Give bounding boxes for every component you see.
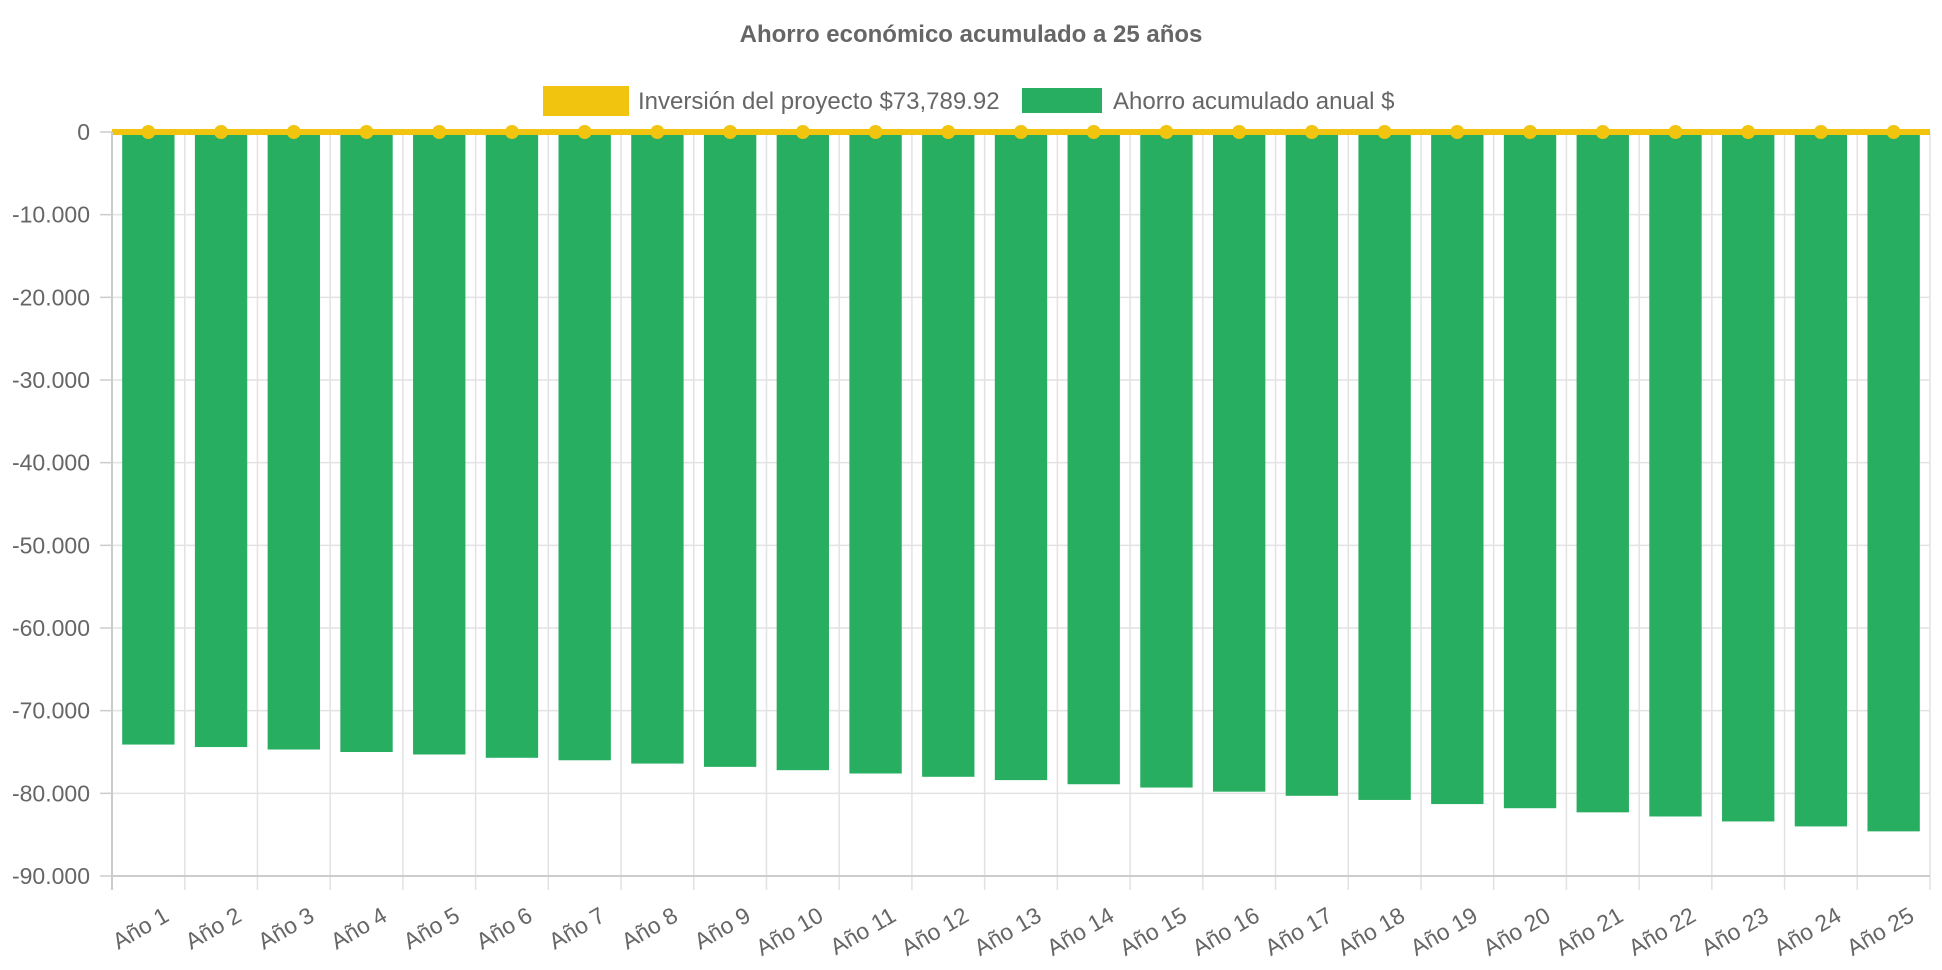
y-tick-label: -20.000 bbox=[12, 284, 90, 310]
y-tick-label: -60.000 bbox=[12, 615, 90, 641]
line-layer bbox=[112, 125, 1930, 139]
investment-point-23[interactable] bbox=[1741, 125, 1756, 139]
legend-item-savings[interactable]: Ahorro acumulado anual $ bbox=[1022, 88, 1395, 115]
x-tick-label: Año 8 bbox=[617, 902, 682, 955]
investment-point-4[interactable] bbox=[359, 125, 374, 139]
x-tick-label: Año 19 bbox=[1406, 902, 1482, 961]
x-tick-label: Año 11 bbox=[825, 902, 900, 960]
bar-12[interactable] bbox=[922, 132, 975, 777]
y-tick-label: -70.000 bbox=[12, 698, 90, 724]
x-tick-label: Año 13 bbox=[969, 902, 1045, 961]
x-tick-label: Año 24 bbox=[1769, 902, 1845, 961]
investment-point-5[interactable] bbox=[432, 125, 447, 139]
bar-16[interactable] bbox=[1212, 132, 1266, 792]
investment-point-7[interactable] bbox=[577, 125, 592, 139]
bar-17[interactable] bbox=[1285, 132, 1339, 796]
bar-23[interactable] bbox=[1722, 132, 1775, 822]
legend-swatch-investment bbox=[543, 86, 629, 116]
x-tick-label: Año 22 bbox=[1624, 902, 1700, 961]
x-tick-label: Año 7 bbox=[544, 902, 609, 955]
x-tick-label: Año 21 bbox=[1551, 902, 1627, 961]
investment-point-17[interactable] bbox=[1304, 125, 1319, 139]
legend-label-savings: Ahorro acumulado anual $ bbox=[1113, 88, 1395, 115]
x-tick-label: Año 23 bbox=[1697, 902, 1773, 961]
investment-point-18[interactable] bbox=[1377, 125, 1392, 139]
y-tick-label: -50.000 bbox=[12, 532, 90, 558]
investment-point-1[interactable] bbox=[141, 125, 156, 139]
bar-6[interactable] bbox=[485, 132, 539, 758]
investment-point-16[interactable] bbox=[1232, 125, 1247, 139]
x-tick-label: Año 12 bbox=[897, 902, 973, 961]
investment-point-9[interactable] bbox=[723, 125, 738, 139]
bar-9[interactable] bbox=[703, 132, 757, 767]
bar-18[interactable] bbox=[1358, 132, 1411, 800]
bar-21[interactable] bbox=[1576, 132, 1629, 813]
bar-13[interactable] bbox=[994, 132, 1048, 781]
x-tick-label: Año 18 bbox=[1333, 902, 1409, 961]
investment-point-12[interactable] bbox=[941, 125, 956, 139]
investment-point-10[interactable] bbox=[795, 125, 810, 139]
y-tick-label: -40.000 bbox=[12, 450, 90, 476]
x-tick-label: Año 25 bbox=[1842, 902, 1918, 961]
bar-24[interactable] bbox=[1794, 132, 1848, 827]
x-tick-label: Año 2 bbox=[181, 902, 246, 955]
investment-point-14[interactable] bbox=[1086, 125, 1101, 139]
bar-15[interactable] bbox=[1140, 132, 1193, 788]
bar-1[interactable] bbox=[122, 132, 175, 745]
legend-item-investment[interactable]: Inversión del proyecto $73,789.92 bbox=[543, 86, 1000, 116]
investment-point-15[interactable] bbox=[1159, 125, 1174, 139]
bar-20[interactable] bbox=[1503, 132, 1557, 809]
y-tick-label: -30.000 bbox=[12, 367, 90, 393]
x-tick-label: Año 5 bbox=[399, 902, 464, 955]
bars-layer bbox=[122, 132, 1920, 832]
investment-point-8[interactable] bbox=[650, 125, 665, 139]
bar-4[interactable] bbox=[340, 132, 393, 752]
investment-point-25[interactable] bbox=[1886, 125, 1901, 139]
bar-10[interactable] bbox=[776, 132, 830, 771]
investment-point-24[interactable] bbox=[1813, 125, 1828, 139]
bar-14[interactable] bbox=[1067, 132, 1120, 785]
x-tick-label: Año 4 bbox=[326, 902, 391, 955]
bar-19[interactable] bbox=[1431, 132, 1484, 805]
x-tick-label: Año 20 bbox=[1478, 902, 1554, 961]
bar-25[interactable] bbox=[1867, 132, 1920, 832]
bar-5[interactable] bbox=[413, 132, 466, 755]
y-tick-label: -90.000 bbox=[12, 863, 90, 889]
x-tick-label: Año 1 bbox=[108, 902, 173, 955]
bar-7[interactable] bbox=[558, 132, 611, 761]
y-tick-label: -80.000 bbox=[12, 780, 90, 806]
investment-point-20[interactable] bbox=[1523, 125, 1538, 139]
investment-point-3[interactable] bbox=[286, 125, 301, 139]
bar-8[interactable] bbox=[631, 132, 684, 764]
investment-point-13[interactable] bbox=[1014, 125, 1028, 139]
investment-point-22[interactable] bbox=[1668, 125, 1683, 139]
investment-point-6[interactable] bbox=[504, 125, 519, 139]
x-tick-label: Año 16 bbox=[1188, 902, 1264, 961]
legend: Inversión del proyecto $73,789.92 Ahorro… bbox=[543, 86, 1395, 116]
x-tick-label: Año 17 bbox=[1260, 902, 1336, 961]
bar-22[interactable] bbox=[1649, 132, 1702, 817]
legend-label-investment: Inversión del proyecto $73,789.92 bbox=[638, 88, 1000, 115]
y-tick-label: -10.000 bbox=[12, 202, 90, 228]
bar-3[interactable] bbox=[267, 132, 320, 750]
investment-point-2[interactable] bbox=[214, 125, 229, 139]
bar-2[interactable] bbox=[194, 132, 248, 748]
x-tick-label: Año 14 bbox=[1042, 902, 1118, 961]
x-tick-label: Año 9 bbox=[690, 902, 755, 955]
investment-point-21[interactable] bbox=[1595, 125, 1610, 139]
x-tick-label: Año 6 bbox=[471, 902, 536, 955]
investment-point-11[interactable] bbox=[868, 125, 883, 139]
y-tick-label: 0 bbox=[77, 119, 90, 145]
x-tick-label: Año 15 bbox=[1115, 902, 1191, 961]
investment-point-19[interactable] bbox=[1450, 125, 1465, 139]
chart-title: Ahorro económico acumulado a 25 años bbox=[740, 21, 1203, 48]
x-tick-label: Año 3 bbox=[253, 902, 318, 955]
legend-swatch-savings bbox=[1022, 88, 1102, 113]
x-tick-label: Año 10 bbox=[751, 902, 827, 961]
bar-11[interactable] bbox=[849, 132, 902, 774]
